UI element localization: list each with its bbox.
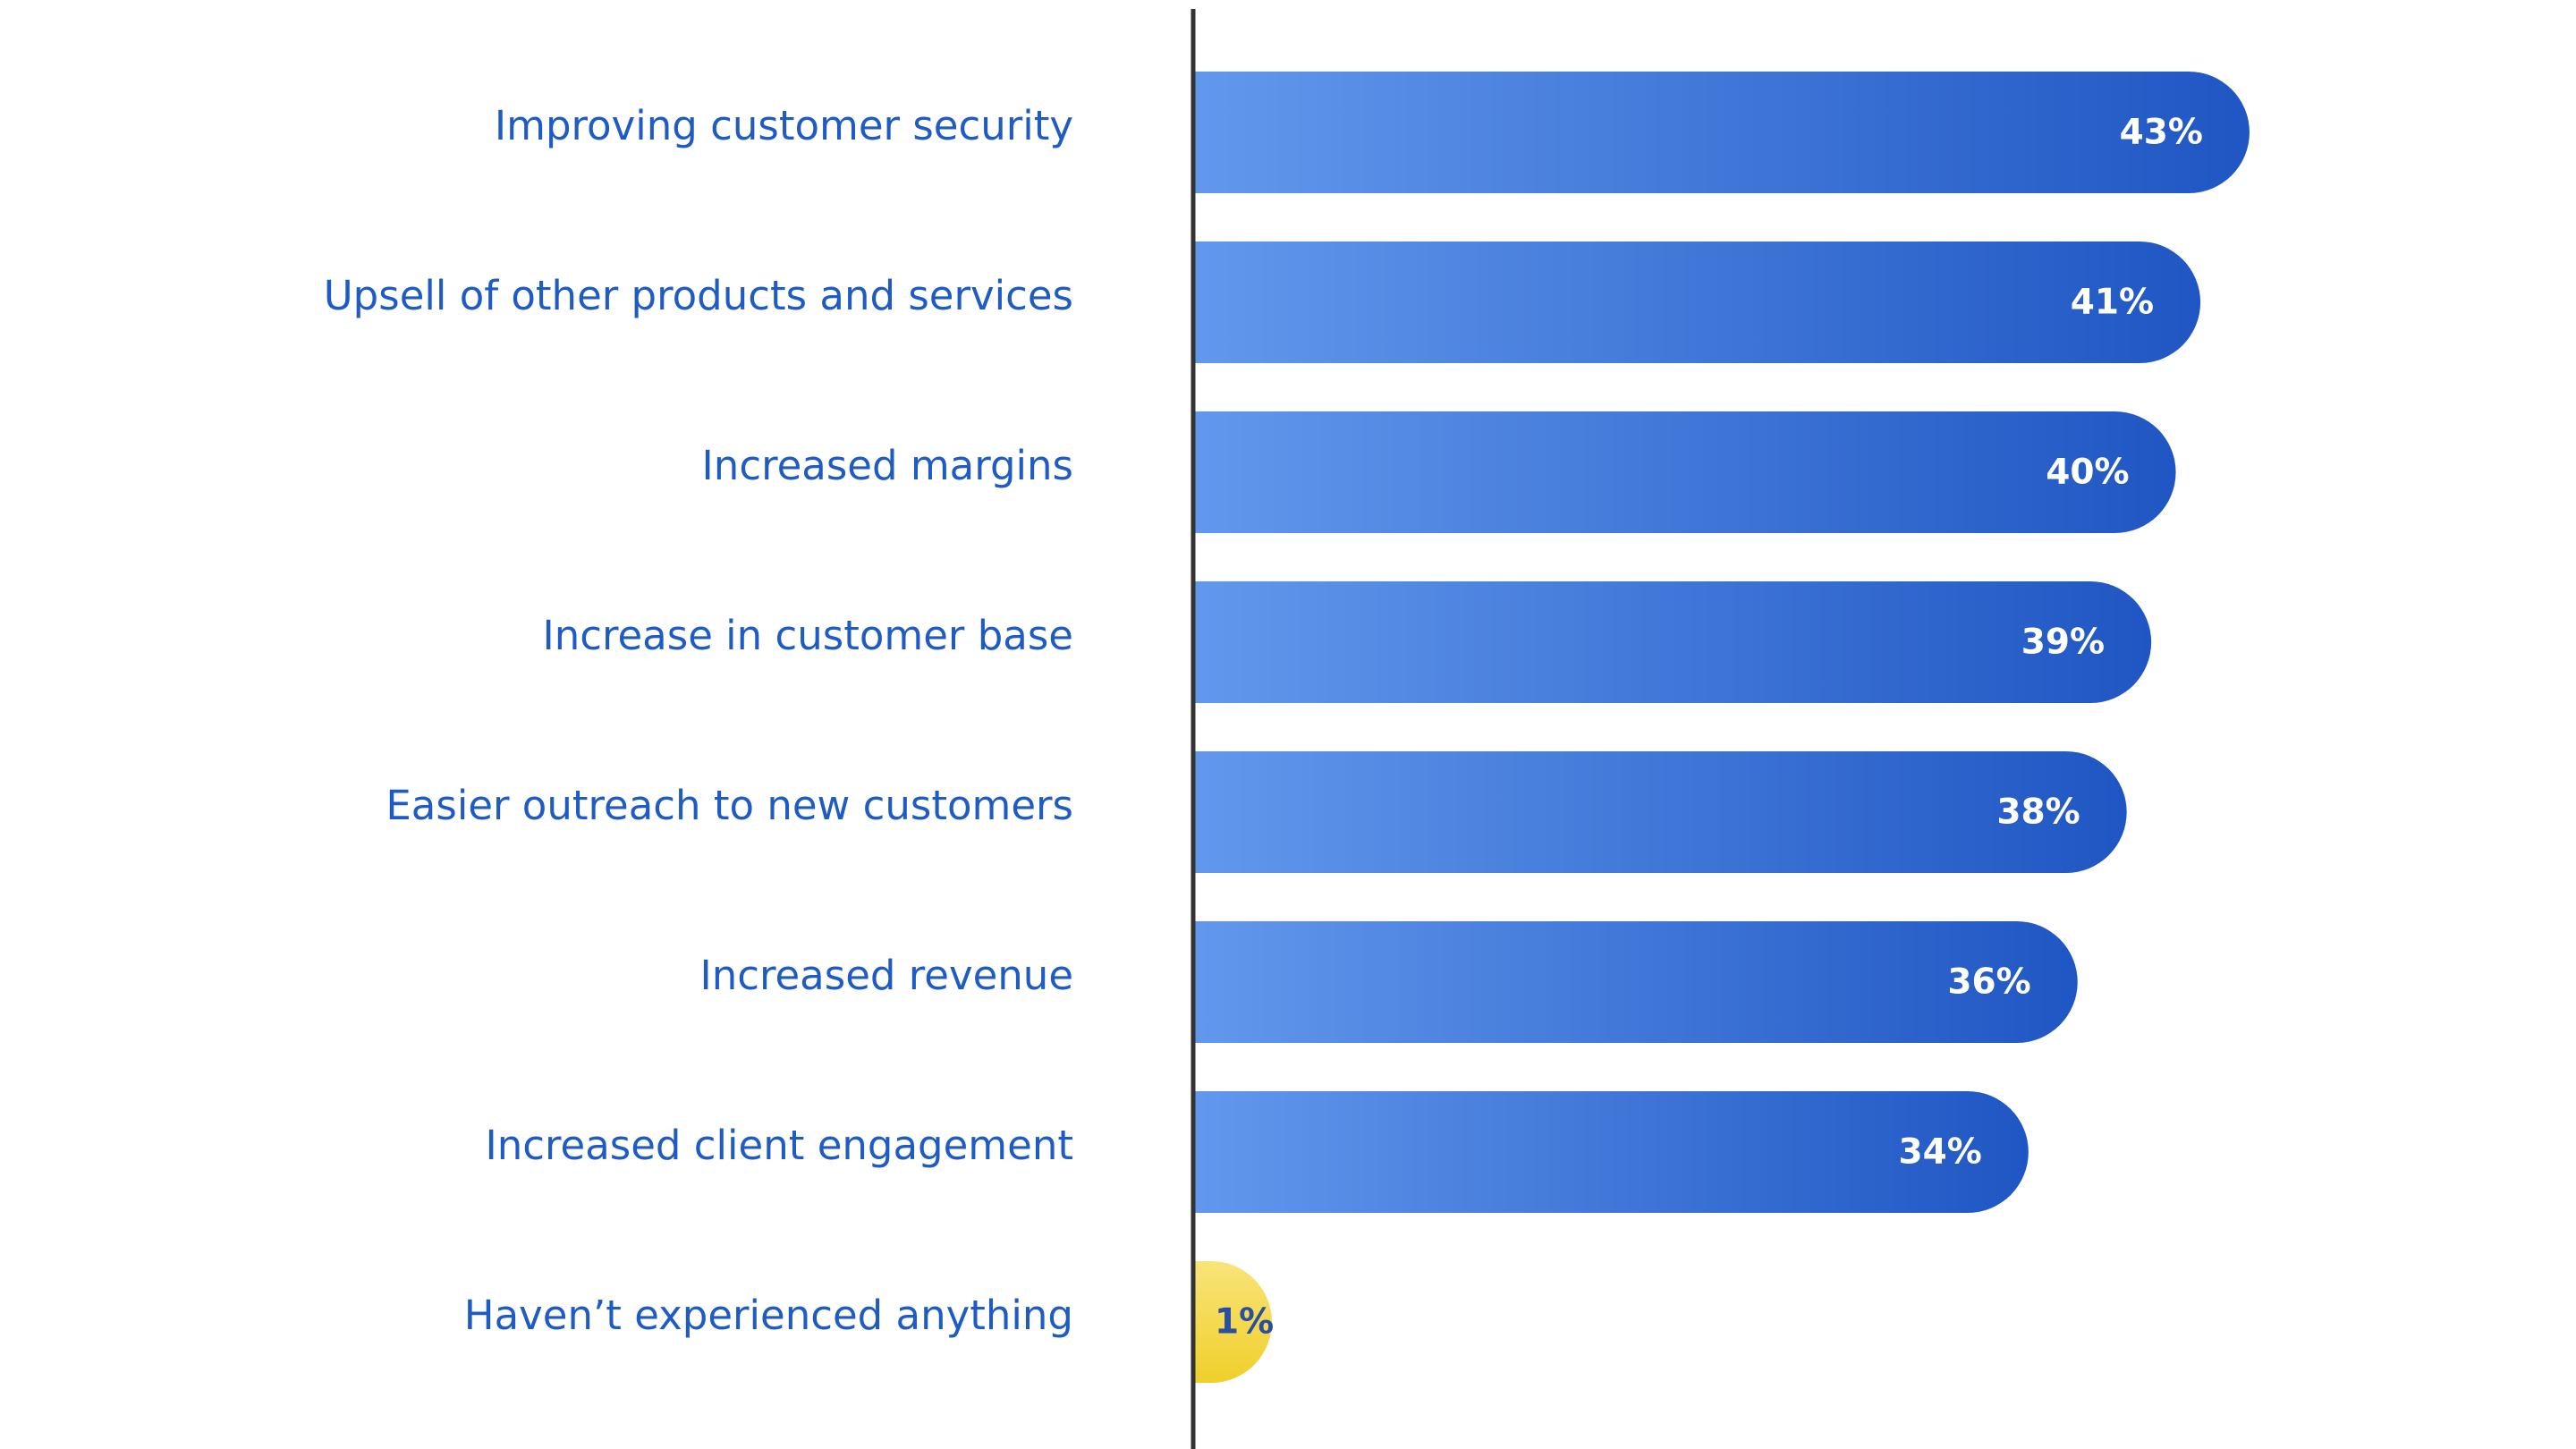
bar [1193,242,2201,363]
category-label: Upsell of other products and services [324,272,1073,319]
category-labels: Improving customer security Upsell of oth… [324,102,1073,1339]
value-label: 1% [1215,1302,1274,1343]
bar [1193,411,2176,533]
value-label: 43% [2120,113,2203,153]
category-label: Improving customer security [495,102,1073,149]
value-label: 40% [2046,453,2129,493]
value-label: 38% [1996,792,2080,833]
bar [1193,751,2127,873]
category-label: Increased client engagement [486,1122,1074,1169]
category-label: Increased margins [702,442,1073,489]
bar-highlight [1193,1261,1272,1383]
value-label: 34% [1898,1132,1981,1173]
bar [1193,581,2152,703]
bar [1193,1091,2029,1213]
bar [1193,72,2250,193]
bar [1193,921,2078,1043]
value-label: 41% [2071,283,2154,323]
category-label: Increased revenue [699,952,1073,999]
value-label: 39% [2021,623,2105,663]
category-label: Haven’t experienced anything [464,1292,1073,1339]
value-label: 36% [1947,962,2030,1003]
category-label: Increase in customer base [542,612,1073,659]
category-label: Easier outreach to new customers [386,782,1073,829]
value-labels: 43% 41% 40% 39% 38% 36% 34% 1% [1215,113,2203,1343]
bars-layer [1193,72,2250,1383]
